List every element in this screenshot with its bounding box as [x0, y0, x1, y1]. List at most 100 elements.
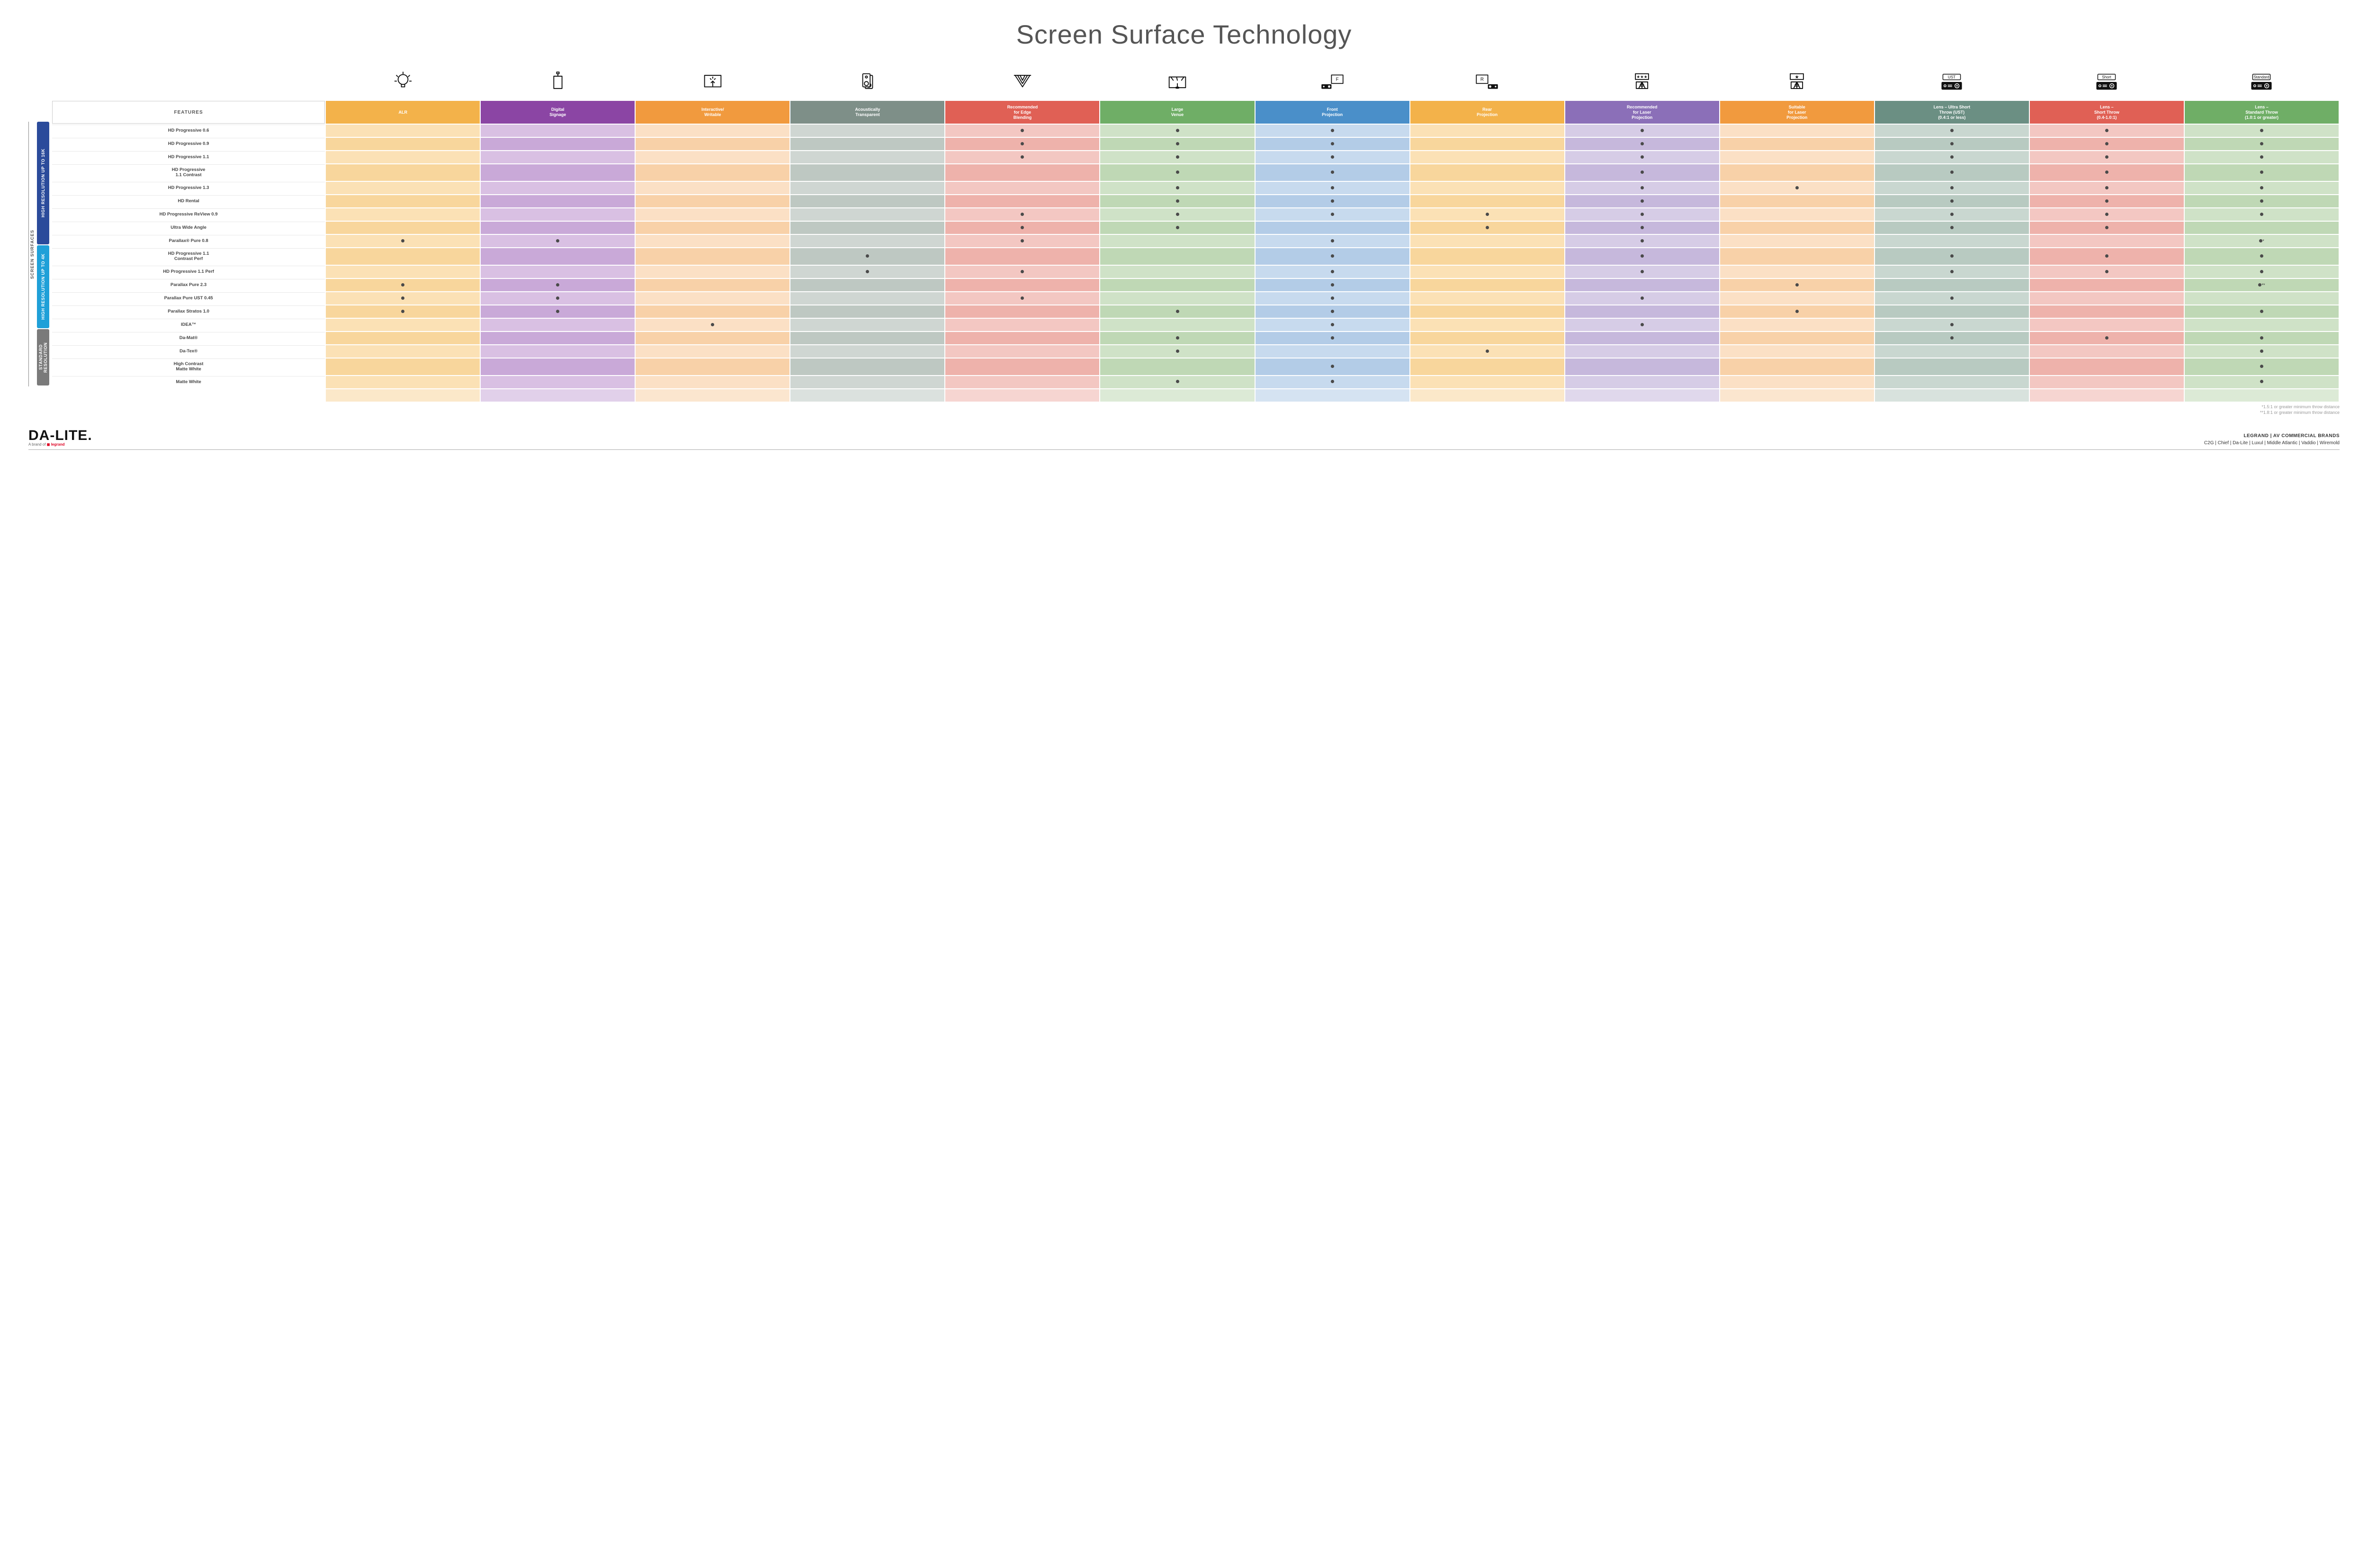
brands-block: LEGRAND | AV COMMERCIAL BRANDS C2G | Chi… [2204, 432, 2340, 447]
cell-interactive [636, 138, 789, 150]
dot-mark [1795, 283, 1799, 287]
cell-interactive [636, 248, 789, 265]
side-label-screen-surfaces: SCREEN SURFACES [28, 122, 36, 386]
row-label: Parallax Pure 2.3 [52, 279, 325, 291]
dot-mark [2105, 170, 2108, 174]
col-head-signage: DigitalSignage [481, 101, 635, 124]
row-label: Da-Mat® [52, 332, 325, 344]
dot-mark [2105, 226, 2108, 229]
cell-rear [1410, 358, 1564, 375]
cell-edge [945, 182, 1099, 194]
cell-rec_laser [1565, 292, 1719, 305]
dot-mark [1641, 270, 1644, 273]
cell-std [2185, 164, 2339, 181]
cell-suit_laser [1720, 222, 1874, 234]
cell-std [2185, 125, 2339, 137]
cell-front [1256, 292, 1409, 305]
cell-alr [326, 222, 480, 234]
cell-interactive [636, 305, 789, 318]
dot-mark [1641, 142, 1644, 145]
column-icon-rec_laser: ★★★ [1565, 65, 1719, 100]
dot-mark [1176, 170, 1179, 174]
dot-mark [1176, 380, 1179, 383]
cell-rear [1410, 208, 1564, 221]
cell-edge [945, 358, 1099, 375]
dot-mark [1950, 186, 1954, 189]
cell-acoustic [790, 376, 944, 388]
footnote-line: **1.8:1 or greater minimum throw distanc… [28, 410, 2340, 416]
row-label: HD Progressive ReView 0.9 [52, 208, 325, 221]
dot-mark [1641, 186, 1644, 189]
cell-short [2030, 305, 2184, 318]
dot-mark [2260, 365, 2263, 368]
cell-front [1256, 319, 1409, 331]
cell-std [2185, 195, 2339, 207]
dot-mark [1176, 142, 1179, 145]
cell-suit_laser [1720, 279, 1874, 291]
cell-suit_laser [1720, 305, 1874, 318]
cell-alr [326, 266, 480, 278]
dot-mark [2260, 170, 2263, 174]
row-label: High ContrastMatte White [52, 358, 325, 375]
dot-mark [1021, 155, 1024, 159]
col-head-suit_laser: Suitablefor LaserProjection [1720, 101, 1874, 124]
cell-rec_laser [1565, 332, 1719, 344]
cell-interactive [636, 182, 789, 194]
cell-spacer [326, 389, 480, 402]
cell-acoustic [790, 279, 944, 291]
cell-ust [1875, 376, 2029, 388]
cell-edge [945, 266, 1099, 278]
dot-mark [1021, 226, 1024, 229]
dot-mark [1641, 239, 1644, 242]
dot-mark [1331, 254, 1334, 258]
dot-mark [866, 270, 869, 273]
dot-mark [1021, 239, 1024, 242]
footnote-line: *1.5:1 or greater minimum throw distance [28, 404, 2340, 410]
cell-venue [1100, 182, 1254, 194]
cell-std [2185, 182, 2339, 194]
cell-acoustic [790, 358, 944, 375]
cell-rear [1410, 345, 1564, 358]
dot-mark [401, 310, 404, 313]
cell-rear [1410, 125, 1564, 137]
cell-ust [1875, 235, 2029, 247]
dot-mark [1176, 199, 1179, 203]
row-label: HD Progressive 1.1Contrast Perf [52, 248, 325, 265]
cell-spacer [945, 389, 1099, 402]
cell-ust [1875, 248, 2029, 265]
dot-mark [1176, 155, 1179, 159]
dot-mark [1950, 226, 1954, 229]
cell-short [2030, 235, 2184, 247]
logo-sub: A brand of ◼ legrand [28, 443, 92, 447]
svg-text:UST: UST [1948, 75, 1955, 80]
column-icon-edge [945, 65, 1099, 100]
cell-venue [1100, 208, 1254, 221]
cell-signage [481, 182, 635, 194]
side-group-label: STANDARDRESOLUTION [37, 329, 49, 385]
cell-short [2030, 319, 2184, 331]
col-head-venue: LargeVenue [1100, 101, 1254, 124]
cell-rec_laser [1565, 182, 1719, 194]
cell-signage [481, 125, 635, 137]
cell-acoustic [790, 319, 944, 331]
cell-interactive [636, 332, 789, 344]
dot-mark [1331, 310, 1334, 313]
cell-alr [326, 151, 480, 163]
cell-acoustic [790, 164, 944, 181]
cell-short [2030, 182, 2184, 194]
cell-suit_laser [1720, 292, 1874, 305]
col-head-rec_laser: Recommendedfor LaserProjection [1565, 101, 1719, 124]
cell-spacer [1256, 389, 1409, 402]
cell-suit_laser [1720, 208, 1874, 221]
cell-acoustic [790, 235, 944, 247]
cell-edge [945, 125, 1099, 137]
cell-short [2030, 151, 2184, 163]
cell-rec_laser [1565, 345, 1719, 358]
row-label: HD Progressive1.1 Contrast [52, 164, 325, 181]
cell-short [2030, 266, 2184, 278]
features-header: FEATURES [52, 101, 325, 124]
cell-ust [1875, 358, 2029, 375]
cell-ust [1875, 332, 2029, 344]
cell-alr [326, 332, 480, 344]
dot-mark [556, 296, 559, 300]
